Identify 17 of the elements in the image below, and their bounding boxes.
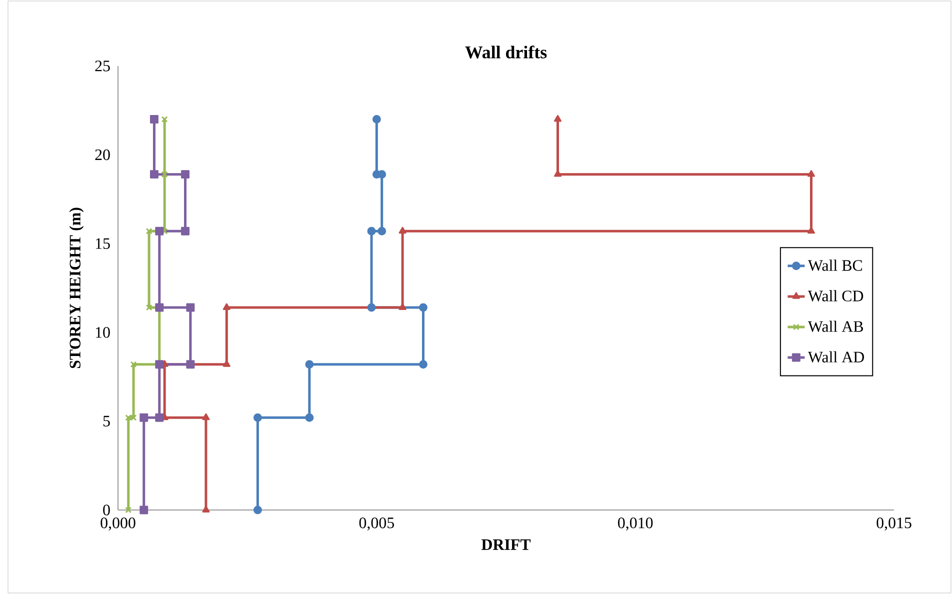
y-tick-label: 20 [95, 149, 110, 160]
legend-label: Wall AB [808, 320, 863, 332]
x-axis-title: DRIFT [481, 539, 531, 550]
chart-title: Wall drifts [465, 46, 547, 58]
legend-label: Wall BC [808, 260, 862, 271]
x-tick-label: 0,015 [876, 518, 912, 531]
y-tick-label: 15 [96, 238, 110, 249]
y-tick-label: 10 [96, 327, 110, 338]
x-tick-label: 0,010 [618, 518, 653, 531]
x-tick-label: 0,000 [100, 518, 136, 531]
legend-label: Wall CD [808, 290, 864, 302]
legend-label: Wall AD [808, 351, 864, 363]
x-tick-label: 0,005 [359, 518, 394, 531]
y-axis-title: STOREY HEIGHT (m) [69, 208, 84, 368]
y-tick-label: 25 [95, 60, 110, 72]
y-tick-label: 5 [103, 416, 110, 426]
y-tick-label: 0 [103, 504, 110, 516]
